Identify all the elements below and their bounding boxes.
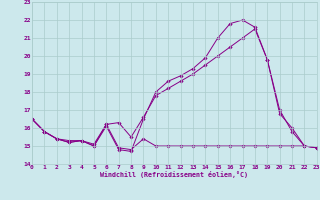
X-axis label: Windchill (Refroidissement éolien,°C): Windchill (Refroidissement éolien,°C) [100,171,248,178]
